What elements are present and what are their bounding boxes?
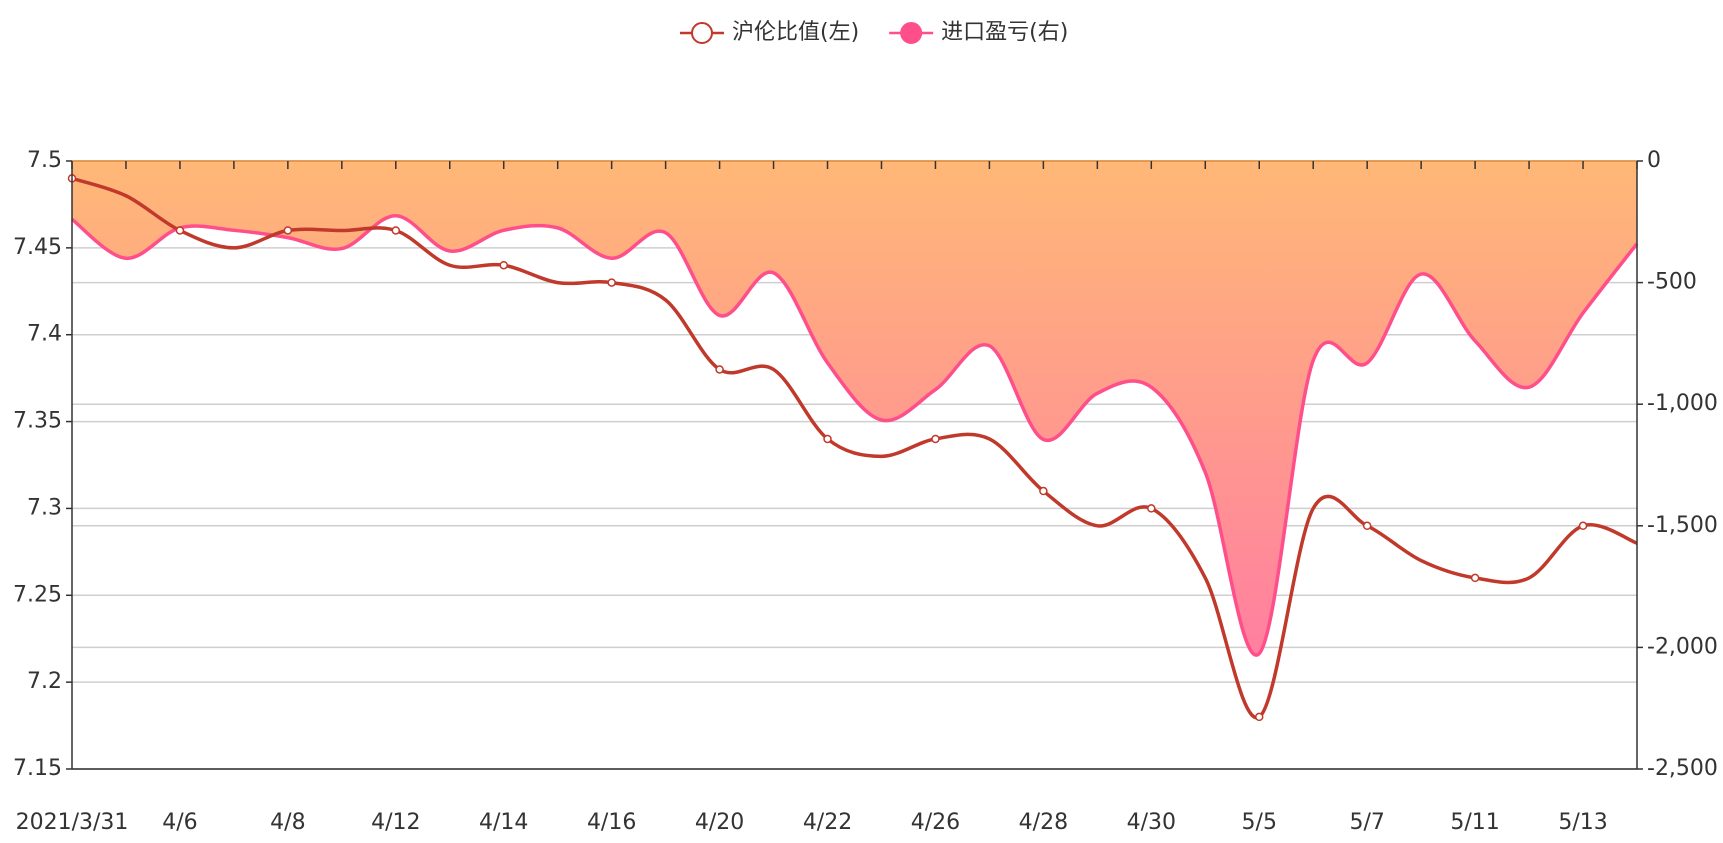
y-tick-label: 7.5 (27, 148, 62, 173)
x-tick-label: 5/7 (1349, 810, 1384, 835)
x-tick-label: 4/20 (695, 810, 744, 835)
y2-tick-label: -500 (1647, 270, 1697, 295)
x-tick-label: 4/12 (371, 810, 420, 835)
point (1254, 712, 1264, 722)
y2-tick-label: -1,000 (1647, 391, 1718, 416)
y2-tick-label: -2,000 (1647, 634, 1718, 659)
y-tick-label: 7.35 (13, 409, 62, 434)
axes: 7.15 7.2 7.25 7.3 7.35 7.4 7.45 7.5 -2,500 -2,000… (13, 148, 1718, 835)
point (607, 278, 616, 287)
point (1362, 521, 1372, 531)
legend-marker (900, 22, 923, 44)
point (1470, 573, 1480, 583)
legend: 沪伦比值(左) 进口盈亏(右) (680, 20, 1068, 45)
point (391, 226, 401, 235)
point (175, 226, 185, 235)
y-tick-label: 7.45 (13, 235, 62, 260)
point (715, 365, 724, 374)
area (72, 161, 1637, 656)
y-tick-label: 7.15 (13, 756, 62, 781)
y2-tick-label: -2,500 (1647, 756, 1718, 781)
x-tick-label: 4/26 (911, 810, 960, 835)
y-tick-label: 7.3 (27, 495, 62, 520)
x-tick-label: 4/16 (587, 810, 636, 835)
x-tick-label: 4/6 (162, 810, 197, 835)
y-tick-label: 7.4 (27, 322, 62, 347)
point (1147, 504, 1156, 513)
point (499, 260, 508, 270)
x-tick-label: 5/11 (1450, 810, 1499, 835)
x-tick-label: 2021/3/31 (16, 810, 129, 835)
x-tick-label: 4/30 (1127, 810, 1176, 835)
x-tick-label: 5/13 (1558, 810, 1607, 835)
plot (67, 161, 1639, 722)
point (1039, 486, 1048, 496)
legend-label: 沪伦比值(左) (732, 20, 859, 45)
x-tick-label: 4/22 (803, 810, 852, 835)
point (823, 434, 832, 444)
point (283, 226, 293, 235)
x-tick-label: 4/28 (1019, 810, 1068, 835)
x-tick-label: 5/5 (1242, 810, 1277, 835)
y2-tick-label: -1,500 (1647, 513, 1718, 538)
point (931, 434, 940, 444)
legend-marker (691, 22, 713, 44)
x-tick-label: 4/14 (479, 810, 528, 835)
point (1578, 521, 1588, 531)
y-tick-label: 7.25 (13, 582, 62, 607)
legend-label: 进口盈亏(右) (941, 20, 1068, 45)
x-tick-label: 4/8 (270, 810, 305, 835)
y2-tick-label: 0 (1647, 148, 1661, 173)
y-tick-label: 7.2 (27, 669, 62, 694)
